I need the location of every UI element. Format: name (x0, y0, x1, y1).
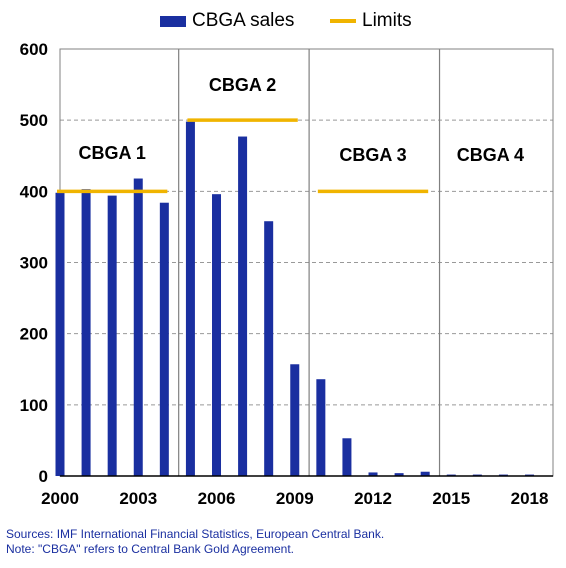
legend-label-limits: Limits (362, 10, 412, 31)
bar (133, 178, 143, 477)
x-tick-label: 2018 (511, 489, 549, 508)
chart-notes: Sources: IMF International Financial Sta… (6, 527, 384, 557)
agreement-label: CBGA 3 (339, 145, 406, 165)
legend-swatch-sales (160, 15, 186, 27)
y-tick-label: 500 (20, 111, 48, 130)
sources-note: Sources: IMF International Financial Sta… (6, 527, 385, 541)
y-tick-label: 300 (20, 254, 48, 273)
bar (55, 192, 65, 477)
bar (368, 472, 378, 476)
x-tick-label: 2015 (432, 489, 470, 508)
y-tick-label: 400 (20, 182, 48, 201)
agreement-label: CBGA 2 (209, 75, 276, 95)
bar (238, 136, 248, 476)
bar (420, 471, 430, 476)
bar (394, 473, 404, 476)
bar (264, 221, 274, 476)
bar (159, 202, 169, 476)
bar (185, 121, 195, 476)
legend-label-sales: CBGA sales (192, 10, 295, 31)
y-tick-label: 100 (20, 396, 48, 415)
x-tick-label: 2009 (276, 489, 314, 508)
cbga-sales-chart: 0 100 200 300 400 500 600 CBGA 1 CBGA 2 CBGA 3 CBG… (20, 40, 554, 508)
x-tick-label: 2006 (198, 489, 236, 508)
agreement-label: CBGA 1 (78, 143, 145, 163)
x-tick-label: 2012 (354, 489, 392, 508)
x-tick-label: 2003 (119, 489, 157, 508)
bar (342, 438, 352, 476)
legend-item-sales: CBGA sales (160, 10, 294, 32)
y-tick-label: 600 (20, 40, 48, 59)
bar (107, 195, 117, 476)
bar (81, 189, 91, 476)
y-tick-label: 200 (20, 325, 48, 344)
bar (316, 379, 326, 476)
agreement-label: CBGA 4 (457, 145, 524, 165)
legend-swatch-limits (330, 19, 356, 23)
chart-legend: CBGA sales Limits (0, 10, 566, 36)
bar (212, 194, 222, 476)
cbga-note: Note: "CBGA" refers to Central Bank Gold… (6, 542, 294, 556)
y-tick-label: 0 (39, 467, 48, 486)
x-tick-label: 2000 (41, 489, 79, 508)
legend-item-limits: Limits (330, 10, 412, 32)
bar (290, 364, 300, 476)
